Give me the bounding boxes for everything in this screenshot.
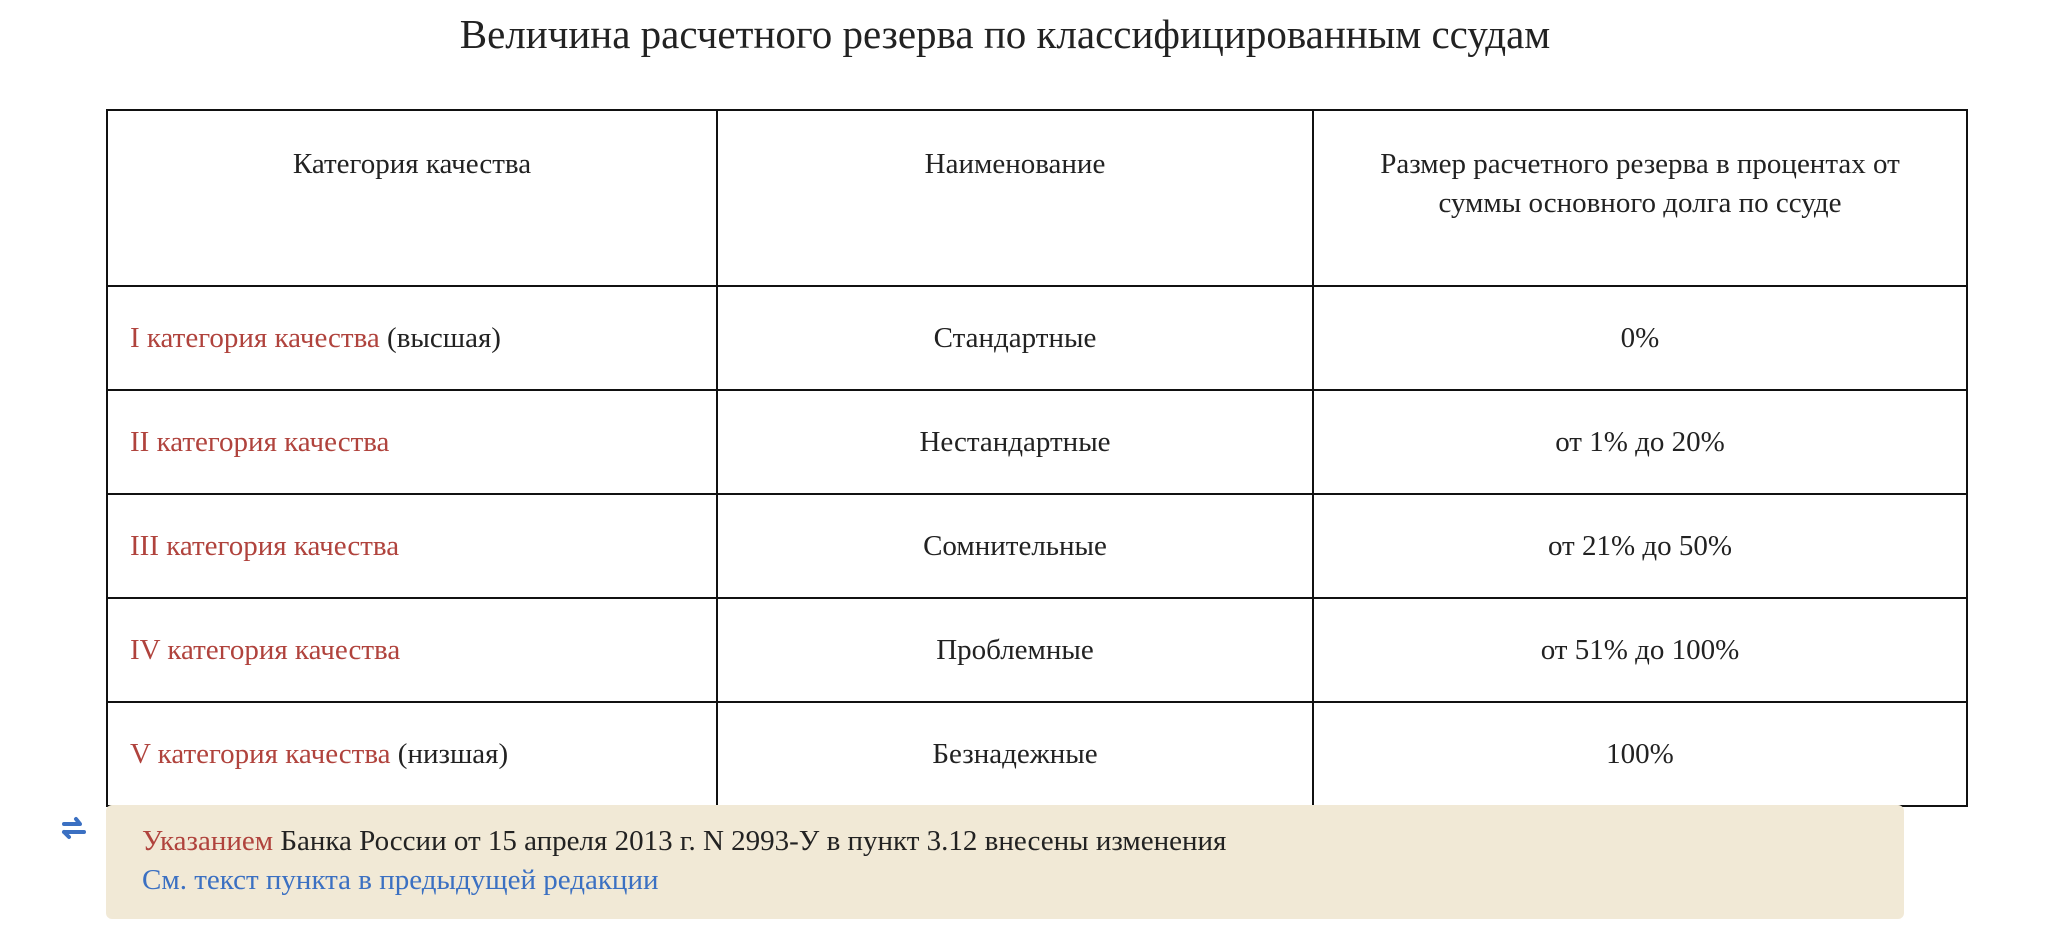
table-row: II категория качества Нестандартные от 1% … — [106, 389, 1968, 495]
category-link[interactable]: I категория качества — [130, 321, 380, 354]
category-cell: I категория качества (высшая) — [106, 285, 718, 391]
header-cell: Размер расчетного резерва в процентах от… — [1312, 109, 1968, 287]
category-suffix: (высшая) — [387, 321, 501, 354]
name-cell: Проблемные — [716, 597, 1314, 703]
reserve-cell: от 51% до 100% — [1312, 597, 1968, 703]
category-link[interactable]: III категория качества — [130, 529, 400, 562]
category-suffix: (низшая) — [397, 737, 509, 770]
header-row: Категория качества Наименование Размер р… — [106, 109, 1968, 287]
name-cell: Нестандартные — [716, 389, 1314, 495]
category-cell: V категория качества (низшая) — [106, 701, 718, 807]
reserve-cell: 100% — [1312, 701, 1968, 807]
change-icon[interactable] — [60, 815, 88, 841]
reserve-cell: от 21% до 50% — [1312, 493, 1968, 599]
note-link[interactable]: Указанием — [142, 825, 274, 857]
note-text: Банка России от 15 апреля 2013 г. N 2993… — [280, 825, 1227, 857]
category-cell: III категория качества — [106, 493, 718, 599]
table-row: V категория качества (низшая) Безнадежные… — [106, 701, 1968, 807]
table-row: IV категория качества Проблемные от 51% до… — [106, 597, 1968, 703]
reserve-table: Категория качества Наименование Размер р… — [106, 109, 1968, 807]
header-cell: Категория качества — [106, 109, 718, 287]
header-cell: Наименование — [716, 109, 1314, 287]
note-line: Указанием Банка России от 15 апреля 2013… — [142, 825, 1226, 858]
table-row: III категория качества Сомнительные от 21%… — [106, 493, 1968, 599]
category-cell: II категория качества — [106, 389, 718, 495]
reserve-cell: от 1% до 20% — [1312, 389, 1968, 495]
name-cell: Сомнительные — [716, 493, 1314, 599]
category-link[interactable]: II категория качества — [130, 425, 390, 458]
prev-edition-link[interactable]: См. текст пункта в предыдущей редакции — [142, 864, 659, 896]
table-row: I категория качества (высшая) Стандартные… — [106, 285, 1968, 391]
name-cell: Безнадежные — [716, 701, 1314, 807]
category-cell: IV категория качества — [106, 597, 718, 703]
category-link[interactable]: IV категория качества — [130, 633, 401, 666]
name-cell: Стандартные — [716, 285, 1314, 391]
page-title: Величина расчетного резерва по классифиц… — [459, 11, 1551, 57]
category-link[interactable]: V категория качества — [130, 737, 391, 770]
change-note: Указанием Банка России от 15 апреля 2013… — [106, 805, 1904, 919]
reserve-cell: 0% — [1312, 285, 1968, 391]
